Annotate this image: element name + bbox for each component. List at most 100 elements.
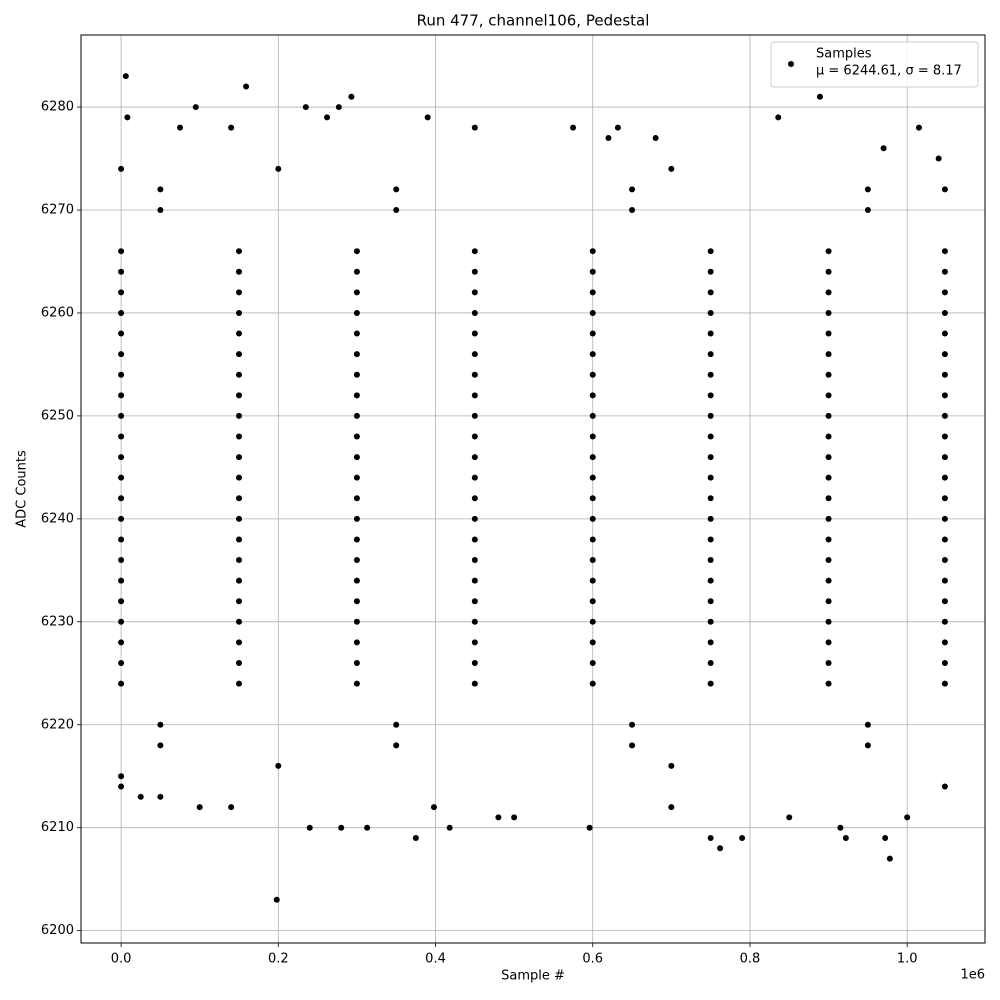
point [825, 639, 832, 646]
point [353, 680, 360, 687]
point [118, 330, 125, 337]
point [243, 83, 250, 90]
point [353, 495, 360, 502]
point [471, 330, 478, 337]
point [364, 824, 371, 831]
point [471, 639, 478, 646]
point [614, 124, 621, 131]
point [471, 474, 478, 481]
point [589, 454, 596, 461]
point [941, 248, 948, 255]
y-axis-label: ADC Counts [15, 450, 30, 528]
x-tick-label: 0.8 [740, 952, 761, 967]
point [589, 659, 596, 666]
point [424, 114, 431, 121]
point [825, 392, 832, 399]
point [825, 309, 832, 316]
point [629, 186, 636, 193]
point [236, 557, 243, 564]
point [236, 680, 243, 687]
point [236, 659, 243, 666]
point [589, 289, 596, 296]
point [471, 371, 478, 378]
point [236, 515, 243, 522]
point [471, 495, 478, 502]
point [118, 659, 125, 666]
point [338, 824, 345, 831]
point [825, 433, 832, 440]
legend-marker [788, 61, 794, 67]
series [118, 73, 948, 903]
point [353, 454, 360, 461]
point [471, 515, 478, 522]
point [589, 639, 596, 646]
point [941, 186, 948, 193]
point [589, 248, 596, 255]
point [589, 412, 596, 419]
y-tick-label: 6280 [41, 100, 74, 115]
point [118, 351, 125, 358]
point [941, 618, 948, 625]
point [825, 577, 832, 584]
point [707, 598, 714, 605]
point [707, 371, 714, 378]
point [941, 659, 948, 666]
point [904, 814, 911, 821]
point [236, 536, 243, 543]
point [236, 454, 243, 461]
point [825, 351, 832, 358]
x-tick-label: 0.6 [582, 952, 603, 967]
point [511, 814, 518, 821]
point [825, 474, 832, 481]
point [275, 762, 282, 769]
point [825, 536, 832, 543]
point [471, 618, 478, 625]
point [118, 536, 125, 543]
point [707, 495, 714, 502]
point [353, 515, 360, 522]
point [353, 371, 360, 378]
point [707, 557, 714, 564]
point [118, 371, 125, 378]
point [707, 515, 714, 522]
point [882, 834, 889, 841]
point [717, 845, 724, 852]
plot-frame [80, 34, 986, 944]
point [880, 145, 887, 152]
point [941, 783, 948, 790]
x-tick-label: 0.4 [425, 952, 446, 967]
point [586, 824, 593, 831]
point [589, 371, 596, 378]
y-tick-label: 6240 [41, 511, 74, 526]
point [353, 659, 360, 666]
point [915, 124, 922, 131]
x-axis-label: Sample # [501, 969, 565, 984]
point [353, 330, 360, 337]
point [864, 186, 871, 193]
point [236, 433, 243, 440]
point [273, 896, 280, 903]
point [236, 392, 243, 399]
point [941, 639, 948, 646]
point [589, 330, 596, 337]
point [471, 659, 478, 666]
point [941, 515, 948, 522]
point [353, 351, 360, 358]
point [941, 289, 948, 296]
point [668, 762, 675, 769]
point [236, 289, 243, 296]
point [157, 742, 164, 749]
point [589, 515, 596, 522]
point [941, 351, 948, 358]
point [236, 618, 243, 625]
y-tick-label: 6270 [41, 203, 74, 218]
point [707, 474, 714, 481]
point [941, 454, 948, 461]
point [118, 773, 125, 780]
point [236, 309, 243, 316]
point [228, 124, 235, 131]
point [393, 207, 400, 214]
point [118, 680, 125, 687]
point [707, 536, 714, 543]
